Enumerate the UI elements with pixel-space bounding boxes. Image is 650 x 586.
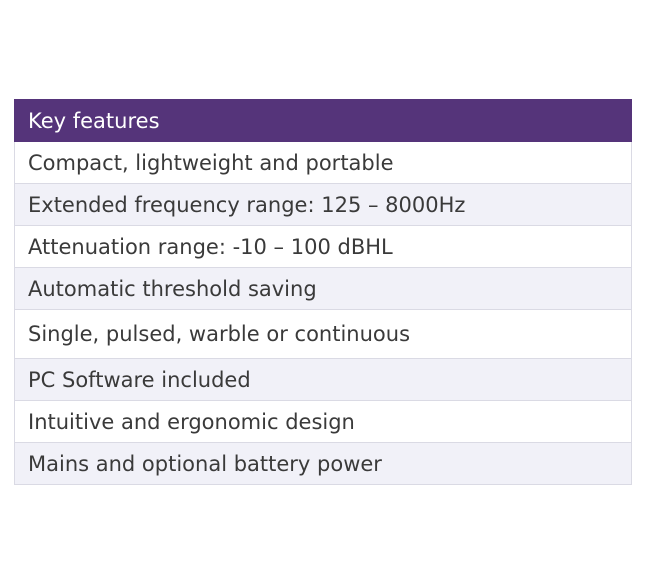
table-body: Compact, lightweight and portable Extend… [14,141,632,485]
header-row: Key features [14,99,632,142]
feature-cell: Single, pulsed, warble or continuous [14,309,632,359]
key-features-table: Key features Compact, lightweight and po… [14,99,632,485]
feature-cell: Extended frequency range: 125 – 8000Hz [14,183,632,226]
table-row: Single, pulsed, warble or continuous [14,309,632,359]
table-header: Key features [14,99,632,142]
table-row: Compact, lightweight and portable [14,141,632,184]
feature-cell: Attenuation range: -10 – 100 dBHL [14,225,632,268]
table-row: Mains and optional battery power [14,442,632,485]
table-row: Automatic threshold saving [14,267,632,310]
table-row: Extended frequency range: 125 – 8000Hz [14,183,632,226]
feature-cell: Compact, lightweight and portable [14,141,632,184]
feature-cell: Automatic threshold saving [14,267,632,310]
table-row: Intuitive and ergonomic design [14,400,632,443]
table-row: Attenuation range: -10 – 100 dBHL [14,225,632,268]
table-row: PC Software included [14,358,632,401]
feature-cell: Intuitive and ergonomic design [14,400,632,443]
table-head: Key features [14,99,632,142]
feature-cell: Mains and optional battery power [14,442,632,485]
feature-cell: PC Software included [14,358,632,401]
